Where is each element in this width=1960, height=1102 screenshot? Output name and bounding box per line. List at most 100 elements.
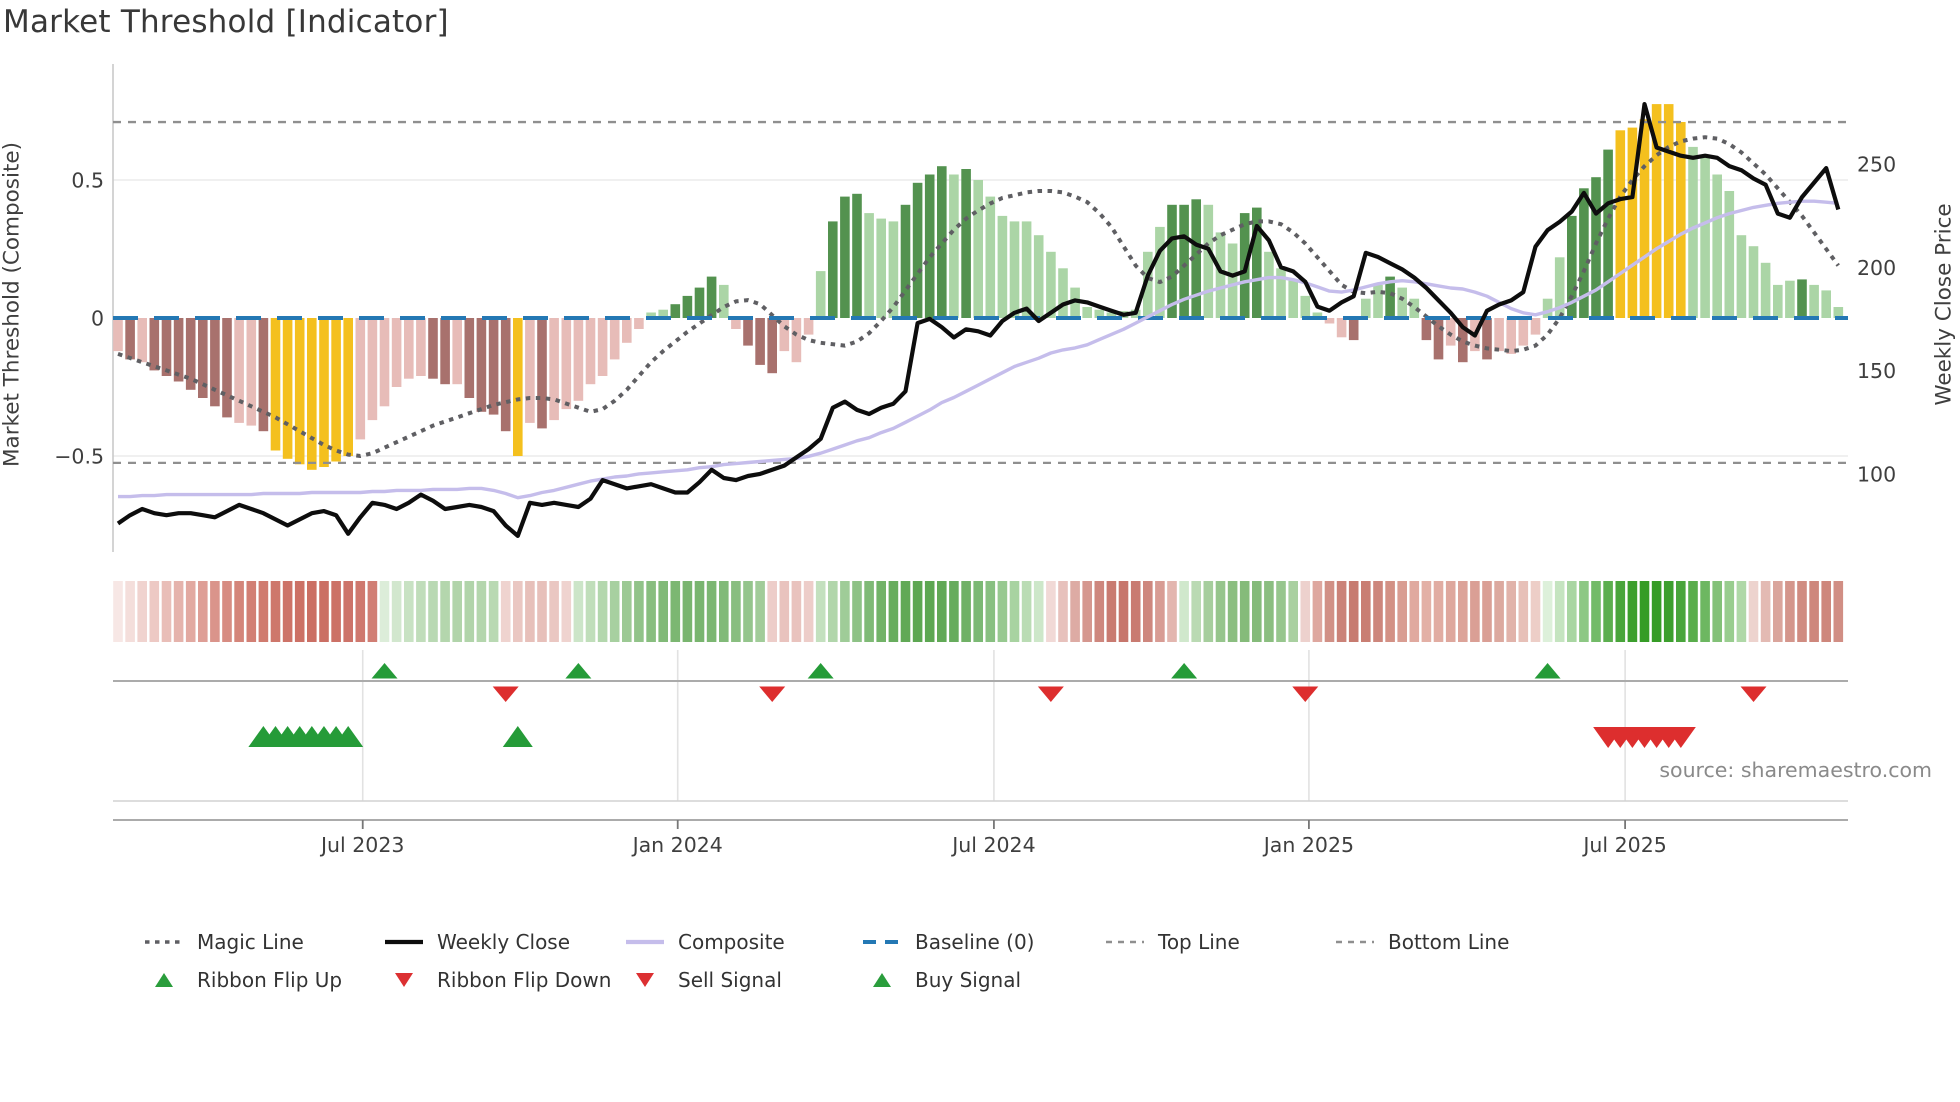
ribbon-cell bbox=[1760, 581, 1771, 642]
threshold-bar bbox=[1215, 232, 1226, 318]
ribbon-cell bbox=[379, 581, 390, 642]
ribbon-cell bbox=[1373, 581, 1383, 642]
ribbon-cell bbox=[525, 581, 535, 642]
threshold-bar bbox=[731, 318, 741, 329]
ribbon-cell bbox=[1276, 581, 1286, 642]
threshold-bar bbox=[1385, 276, 1395, 318]
x-tick-label: Jul 2025 bbox=[1581, 833, 1666, 857]
ribbon-cell bbox=[1785, 581, 1795, 642]
threshold-bar bbox=[1070, 287, 1080, 318]
ribbon-cell bbox=[682, 581, 693, 642]
legend-item-composite: Composite bbox=[625, 929, 785, 955]
threshold-bar bbox=[1264, 251, 1274, 318]
ribbon-cell bbox=[1494, 581, 1504, 642]
threshold-bar bbox=[1276, 268, 1286, 318]
ribbon-cell bbox=[1567, 581, 1577, 642]
ribbon-cell bbox=[1191, 581, 1201, 642]
threshold-bar bbox=[1591, 177, 1601, 318]
ribbon-cell bbox=[1288, 581, 1298, 642]
ribbon-cell bbox=[1348, 581, 1359, 642]
threshold-bar bbox=[1651, 104, 1662, 318]
ribbon-cell bbox=[1264, 581, 1274, 642]
threshold-bar bbox=[440, 318, 450, 385]
ribbon-cell bbox=[258, 581, 269, 642]
threshold-bar bbox=[1033, 235, 1044, 318]
legend-item-ribbon-flip-down: Ribbon Flip Down bbox=[384, 967, 611, 993]
ribbon-cell bbox=[694, 581, 705, 642]
threshold-bar bbox=[1094, 309, 1105, 318]
threshold-bar bbox=[767, 318, 777, 374]
threshold-bar bbox=[1567, 215, 1577, 318]
threshold-bar bbox=[1797, 279, 1807, 318]
ribbon-cell bbox=[440, 581, 450, 642]
ribbon-cell bbox=[1021, 581, 1032, 642]
threshold-bar bbox=[1833, 307, 1844, 318]
threshold-bar bbox=[1021, 221, 1032, 318]
legend-label: Baseline (0) bbox=[915, 930, 1035, 954]
ribbon-cell bbox=[828, 581, 838, 642]
threshold-bar bbox=[1518, 318, 1529, 346]
ribbon-flip-down-marker bbox=[1740, 686, 1767, 702]
threshold-bar bbox=[961, 169, 971, 318]
ribbon-cell bbox=[1143, 581, 1153, 642]
threshold-bar bbox=[185, 318, 196, 390]
ribbon-cell bbox=[416, 581, 426, 642]
threshold-bar bbox=[852, 193, 862, 318]
ribbon-cell bbox=[319, 581, 329, 642]
legend-item-top-line: Top Line bbox=[1105, 929, 1240, 955]
legend-item-bottom-line: Bottom Line bbox=[1335, 929, 1509, 955]
ribbon-cell bbox=[864, 581, 874, 642]
ribbon-cell bbox=[1833, 581, 1844, 642]
buy-signal-marker bbox=[502, 726, 533, 747]
right-tick-label: 150 bbox=[1857, 359, 1896, 383]
threshold-bar bbox=[646, 312, 656, 318]
threshold-bar bbox=[973, 180, 983, 318]
ribbon-cell bbox=[1058, 581, 1068, 642]
threshold-bar bbox=[924, 174, 935, 318]
baseline-sample-icon bbox=[862, 938, 902, 946]
threshold-bar bbox=[222, 318, 232, 418]
ribbon-cell bbox=[198, 581, 208, 642]
ribbon-cell bbox=[1748, 581, 1759, 642]
ribbon-cell bbox=[537, 581, 547, 642]
ribbon-flip-up-marker bbox=[565, 663, 592, 679]
ribbon-cell bbox=[452, 581, 462, 642]
ribbon-cell bbox=[476, 581, 487, 642]
ribbon-cell bbox=[609, 581, 620, 642]
threshold-bar bbox=[803, 318, 814, 335]
x-tick-label: Jul 2024 bbox=[950, 833, 1035, 857]
threshold-bar bbox=[1252, 207, 1262, 318]
ribbon-cell bbox=[391, 581, 402, 642]
ribbon-flip-up-marker bbox=[1171, 663, 1198, 679]
ribbon-cell bbox=[900, 581, 911, 642]
ribbon-cell bbox=[1082, 581, 1092, 642]
right-tick-label: 250 bbox=[1857, 153, 1896, 177]
ribbon-cell bbox=[1433, 581, 1444, 642]
ribbon-flip-down-marker bbox=[1037, 686, 1064, 702]
right-tick-label: 100 bbox=[1857, 462, 1896, 486]
ribbon-cell bbox=[815, 581, 826, 642]
ribbon-cell bbox=[113, 581, 123, 642]
ribbon-cell bbox=[852, 581, 862, 642]
ribbon-cell bbox=[779, 581, 790, 642]
ribbon-cell bbox=[1300, 581, 1311, 642]
threshold-bar bbox=[125, 318, 135, 360]
ribbon-cell bbox=[1542, 581, 1553, 642]
threshold-bar bbox=[815, 271, 826, 318]
ribbon-cell bbox=[658, 581, 668, 642]
threshold-bar bbox=[1348, 318, 1359, 341]
ribbon-cell bbox=[1445, 581, 1456, 642]
ribbon-cell bbox=[1518, 581, 1529, 642]
threshold-bar bbox=[1058, 268, 1068, 318]
threshold-bar bbox=[997, 215, 1008, 318]
ribbon-cell bbox=[646, 581, 656, 642]
ribbon-cell bbox=[803, 581, 814, 642]
threshold-bar bbox=[1373, 284, 1383, 318]
ribbon-flip-down-marker bbox=[759, 686, 786, 702]
threshold-bar bbox=[719, 284, 729, 318]
ribbon-cell bbox=[973, 581, 983, 642]
ribbon-cell bbox=[561, 581, 572, 642]
ribbon-cell bbox=[1155, 581, 1165, 642]
left-axis-title: Market Threshold (Composite) bbox=[0, 141, 25, 468]
threshold-bar bbox=[1579, 188, 1589, 318]
